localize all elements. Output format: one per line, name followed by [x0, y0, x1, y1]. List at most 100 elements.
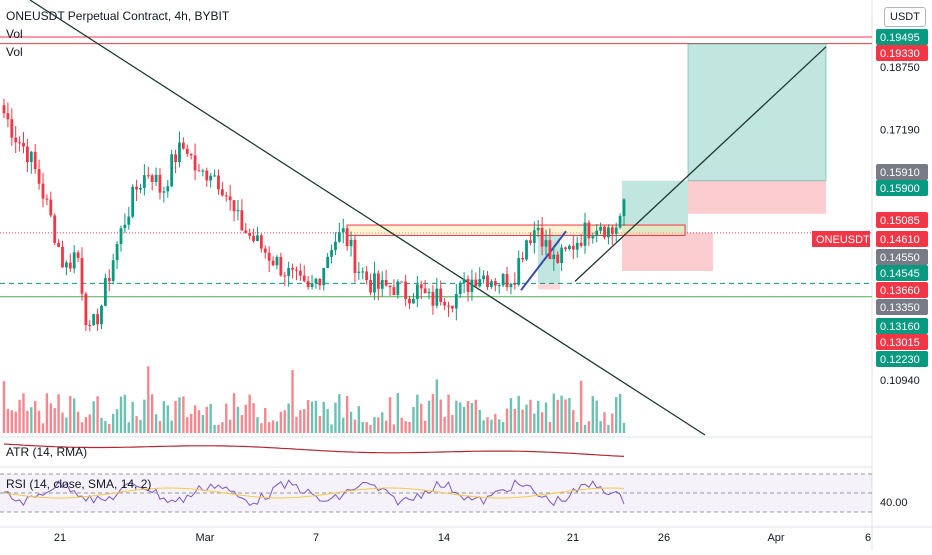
volume-bar — [318, 415, 322, 433]
candle — [201, 170, 205, 172]
candle — [45, 198, 49, 200]
volume-bar — [279, 411, 283, 433]
candle — [166, 186, 170, 192]
candle — [14, 137, 18, 143]
candle — [540, 227, 544, 247]
volume-bar — [342, 417, 345, 433]
candle — [392, 287, 396, 296]
candle — [583, 222, 587, 246]
volume-bar — [326, 409, 329, 433]
price-tag-label: 0.15900 — [880, 183, 920, 195]
volume-bar — [470, 403, 474, 433]
volume-bar — [45, 393, 49, 433]
candle — [236, 210, 240, 212]
volume-bar — [228, 419, 232, 433]
candle — [135, 186, 138, 190]
volume-bar — [435, 379, 439, 433]
price-tag — [876, 212, 928, 228]
volume-bar — [361, 422, 364, 433]
candle — [259, 235, 263, 249]
volume-bar — [576, 421, 579, 433]
candle — [505, 273, 509, 288]
candle — [439, 288, 443, 302]
candle — [607, 227, 610, 238]
candle — [111, 260, 115, 282]
volume-bar — [267, 422, 271, 433]
volume-bar — [100, 417, 103, 433]
candle — [252, 235, 255, 242]
candle — [181, 142, 185, 149]
candle — [334, 241, 337, 250]
candle — [345, 228, 349, 247]
candle — [369, 280, 372, 293]
price-tag — [876, 299, 928, 315]
volume-bar — [135, 416, 138, 433]
candle — [189, 153, 193, 156]
candle — [521, 258, 525, 260]
volume-bar — [564, 399, 567, 433]
price-tag-label: 0.12230 — [880, 354, 920, 366]
candle — [76, 252, 80, 258]
candle — [267, 252, 271, 261]
candle — [470, 279, 474, 292]
volume-bar — [392, 424, 396, 433]
candle — [306, 281, 310, 288]
candle — [330, 249, 333, 257]
price-tag-label: 0.13160 — [880, 321, 920, 333]
rsi-ma-line — [3, 487, 625, 499]
candle — [575, 242, 579, 250]
volume-bar — [447, 394, 450, 433]
candle — [224, 195, 228, 197]
candle — [357, 271, 361, 273]
volume-bar — [127, 422, 130, 433]
candle — [509, 283, 513, 288]
candle — [622, 199, 626, 216]
volume-bar — [462, 407, 466, 433]
volume-bar — [494, 414, 497, 433]
volume-bar — [104, 420, 107, 433]
candle — [37, 169, 41, 184]
candle — [408, 298, 411, 304]
volume-bar — [568, 397, 571, 433]
volume-bar — [182, 396, 185, 433]
volume-bar — [334, 402, 337, 433]
volume-bar — [154, 414, 158, 433]
candle — [454, 294, 458, 309]
candle — [103, 278, 107, 306]
volume-bar — [396, 393, 400, 433]
volume-bar — [6, 409, 10, 433]
candle — [341, 228, 345, 233]
candle — [84, 293, 88, 326]
volume-bar — [213, 424, 216, 433]
volume-bar — [560, 395, 563, 433]
currency-button[interactable]: USDT — [884, 7, 926, 27]
volume-bar — [240, 415, 244, 433]
volume-bar — [587, 421, 591, 433]
candle — [482, 275, 486, 280]
volume-bar — [572, 409, 575, 433]
volume-bar — [147, 366, 150, 433]
candle — [33, 151, 37, 170]
volume-bar — [108, 424, 111, 433]
candle — [396, 281, 400, 296]
candle — [415, 284, 419, 299]
loss-zone — [688, 180, 826, 214]
volume-bar — [217, 424, 220, 433]
volume-bar — [501, 421, 505, 433]
volume-bar — [131, 401, 134, 433]
volume-bar — [404, 421, 407, 433]
volume-bar — [548, 421, 552, 433]
candle — [92, 314, 96, 326]
candle — [57, 242, 60, 247]
volume-bar — [84, 416, 88, 433]
volume-bar — [299, 410, 302, 433]
volume-bar — [486, 417, 489, 433]
volume-bar — [369, 424, 372, 433]
candle — [373, 273, 376, 293]
trend-segment — [520, 230, 567, 291]
candle — [271, 260, 275, 266]
candle — [595, 230, 599, 237]
price-tick-label: 0.17190 — [880, 124, 920, 136]
